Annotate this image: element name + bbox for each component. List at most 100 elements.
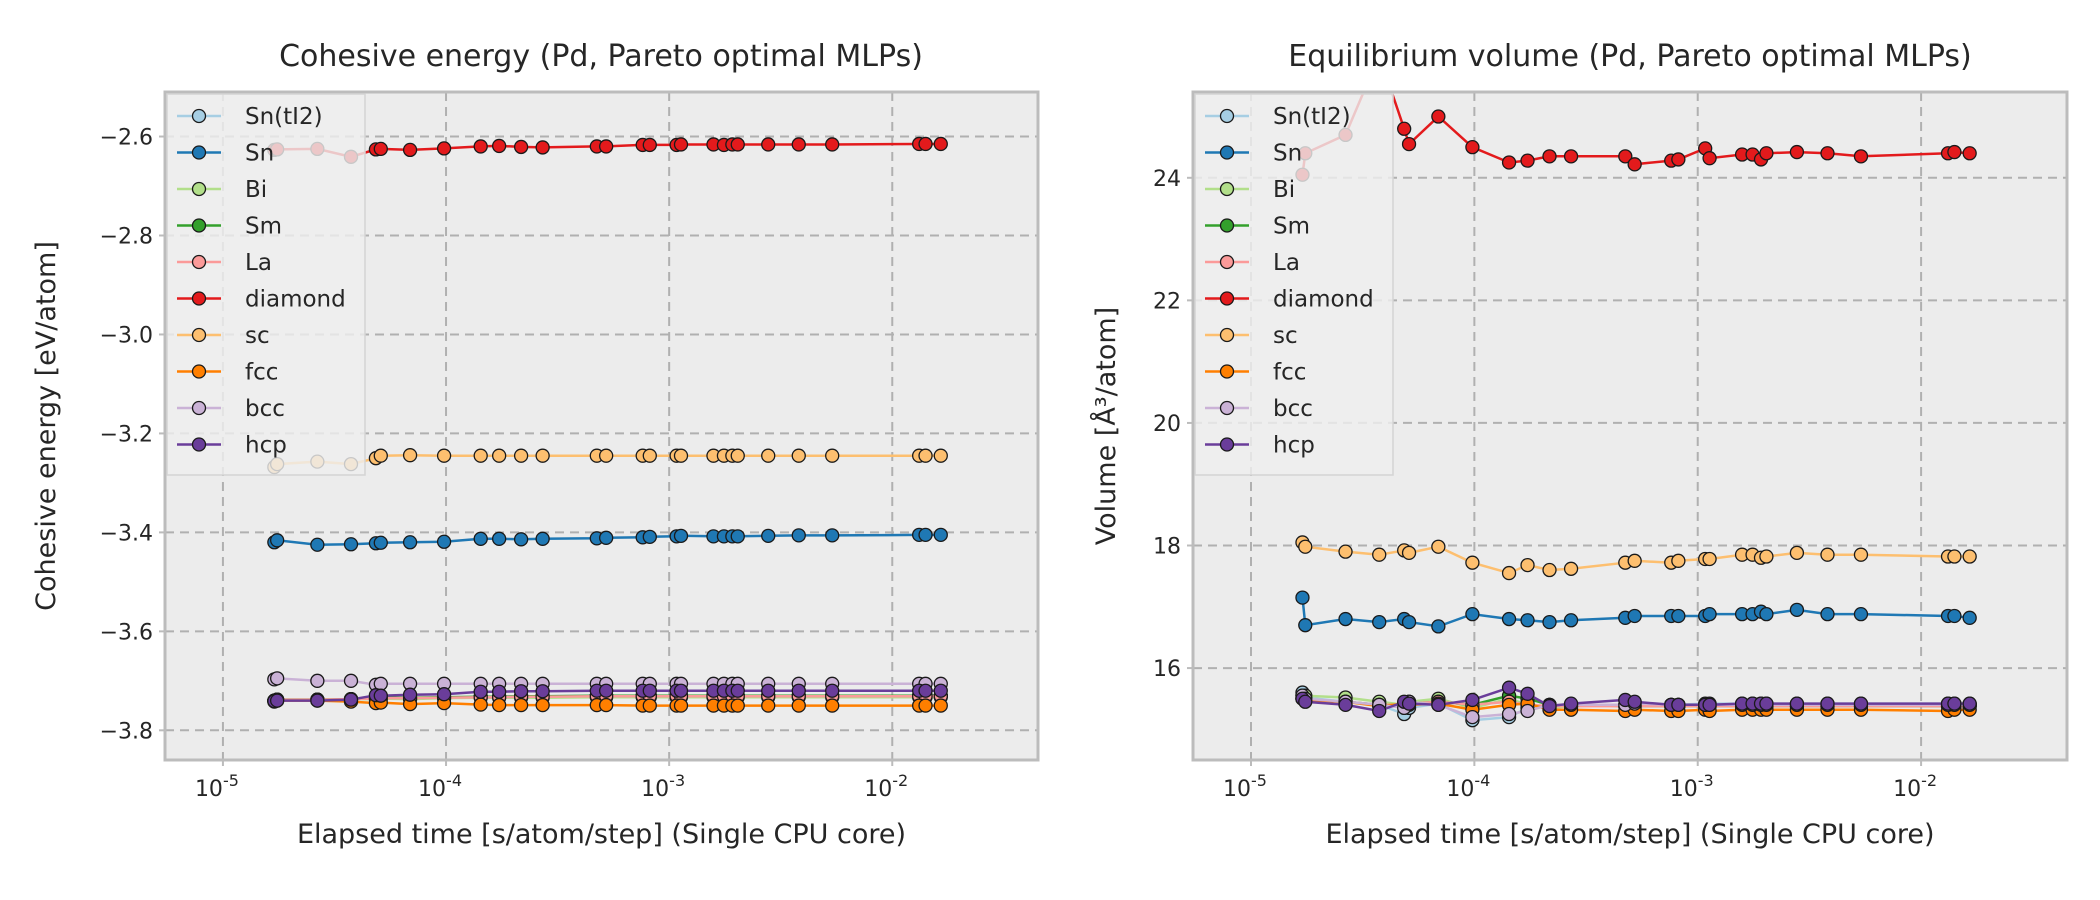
data-point-hcp	[1542, 698, 1557, 714]
data-point-diamond	[513, 139, 529, 155]
chart-title: Equilibrium volume (Pd, Pareto optimal M…	[1288, 39, 1971, 74]
data-point-diamond	[642, 137, 657, 153]
data-point-diamond	[535, 140, 550, 155]
data-point-hcp	[1563, 696, 1579, 711]
legend-item-Bi: Bi	[177, 177, 267, 203]
data-point-Sn	[730, 529, 745, 544]
data-point-hcp	[1401, 696, 1417, 711]
data-point-diamond	[673, 137, 689, 152]
data-point-hcp	[825, 683, 840, 698]
data-point-Sn	[1295, 590, 1310, 605]
data-point-sc	[1465, 555, 1480, 570]
legend-item-Bi: Bi	[1205, 177, 1295, 203]
data-point-sc	[1431, 539, 1446, 554]
data-point-sc	[1520, 557, 1535, 573]
x-tick-label: 10-3	[1670, 771, 1714, 802]
data-point-hcp	[1520, 686, 1535, 701]
data-point-hcp	[513, 684, 529, 699]
y-tick-label: −3.6	[100, 620, 153, 645]
data-point-Sn	[373, 535, 388, 550]
cohesive-energy-chart: 10-5 10-4 10-3 10-2 −3.8 −3.6 −3.4 −3.2 −3.0 −2.8…	[31, 39, 1040, 850]
legend-label: Sn	[1273, 141, 1302, 167]
data-point-sc	[1962, 549, 1977, 564]
data-point-hcp	[791, 683, 806, 698]
data-point-sc	[673, 448, 689, 463]
data-point-Sn	[270, 533, 285, 548]
data-point-diamond	[1947, 144, 1962, 160]
data-point-diamond	[1671, 152, 1686, 167]
y-tick-label: −2.8	[100, 224, 153, 249]
data-point-fcc	[761, 698, 776, 713]
data-point-Sn	[491, 531, 507, 546]
legend-label: diamond	[1273, 287, 1374, 313]
data-point-sc	[933, 448, 948, 463]
legend-marker	[191, 437, 207, 452]
data-point-fcc	[673, 698, 689, 713]
data-point-fcc	[535, 697, 550, 713]
data-point-Sn	[1789, 602, 1805, 618]
data-point-sc	[918, 448, 933, 463]
x-tick-label: 10-4	[1446, 771, 1490, 802]
data-point-diamond	[1397, 121, 1412, 136]
legend-item-sc: sc	[177, 323, 270, 349]
data-point-hcp	[310, 693, 325, 708]
data-point-sc	[1671, 553, 1686, 568]
legend-marker	[1219, 254, 1235, 270]
data-point-hcp	[933, 683, 948, 698]
data-point-fcc	[599, 697, 614, 713]
data-point-sc	[1338, 544, 1353, 559]
data-point-diamond	[436, 141, 452, 156]
data-point-Sn	[1520, 613, 1535, 628]
y-tick-label: −3.2	[100, 422, 153, 447]
data-point-diamond	[1702, 151, 1717, 166]
legend-item-Sn(tI2): Sn(tI2)	[177, 104, 323, 130]
data-point-bcc	[343, 673, 359, 688]
data-point-hcp	[1853, 696, 1869, 711]
data-point-diamond	[473, 139, 488, 154]
data-point-hcp	[1338, 697, 1353, 712]
data-point-diamond	[1789, 144, 1805, 160]
legend-label: bcc	[1273, 396, 1313, 422]
legend-item-sc: sc	[1205, 323, 1298, 349]
legend-marker	[1219, 400, 1235, 416]
legend-label: Sn	[245, 141, 274, 167]
data-point-hcp	[343, 692, 359, 707]
legend-label: diamond	[245, 287, 346, 313]
legend-marker	[191, 145, 207, 160]
data-point-diamond	[1401, 136, 1417, 152]
legend-marker	[191, 400, 207, 416]
data-point-Sn	[1338, 611, 1353, 627]
legend-marker	[1219, 364, 1235, 379]
data-point-hcp	[730, 683, 745, 698]
x-tick-label: 10-5	[195, 771, 239, 802]
x-tick-label: 10-2	[1893, 771, 1937, 802]
data-point-sc	[513, 448, 529, 463]
data-point-diamond	[918, 136, 933, 152]
data-point-diamond	[825, 137, 840, 152]
data-point-Sn	[1563, 613, 1579, 628]
data-point-hcp	[373, 688, 388, 703]
legend-label: Sm	[1273, 214, 1310, 240]
data-point-sc	[730, 448, 745, 463]
y-tick-label: 16	[1153, 657, 1181, 682]
legend-label: fcc	[245, 360, 278, 386]
legend-marker	[191, 181, 207, 197]
data-point-sc	[535, 448, 550, 463]
data-point-hcp	[918, 683, 933, 698]
data-point-sc	[1501, 565, 1517, 581]
legend-marker	[1219, 218, 1235, 233]
data-point-diamond	[1542, 149, 1557, 164]
legend-item-hcp: hcp	[177, 433, 287, 459]
y-tick-label: 22	[1153, 289, 1181, 314]
legend-marker	[1219, 181, 1235, 197]
series-line-diamond	[1301, 92, 1970, 175]
legend-item-fcc: fcc	[177, 360, 278, 386]
x-tick-label: 10-3	[641, 771, 685, 802]
data-point-fcc	[933, 698, 948, 713]
data-point-sc	[1853, 547, 1869, 562]
data-point-hcp	[1671, 697, 1686, 712]
y-tick-label: 20	[1153, 412, 1181, 437]
legend-marker	[191, 218, 207, 233]
data-point-Sn	[1298, 618, 1313, 633]
